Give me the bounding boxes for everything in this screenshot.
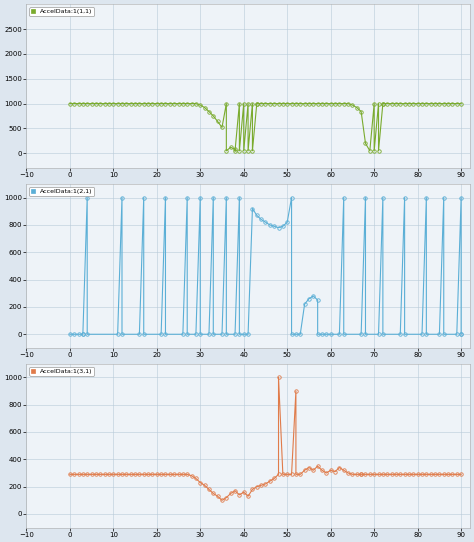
Legend: AccelData:1(1,1): AccelData:1(1,1) xyxy=(29,7,94,16)
Legend: AccelData:1(2,1): AccelData:1(2,1) xyxy=(29,187,94,196)
Legend: AccelData:1(3,1): AccelData:1(3,1) xyxy=(29,367,94,376)
